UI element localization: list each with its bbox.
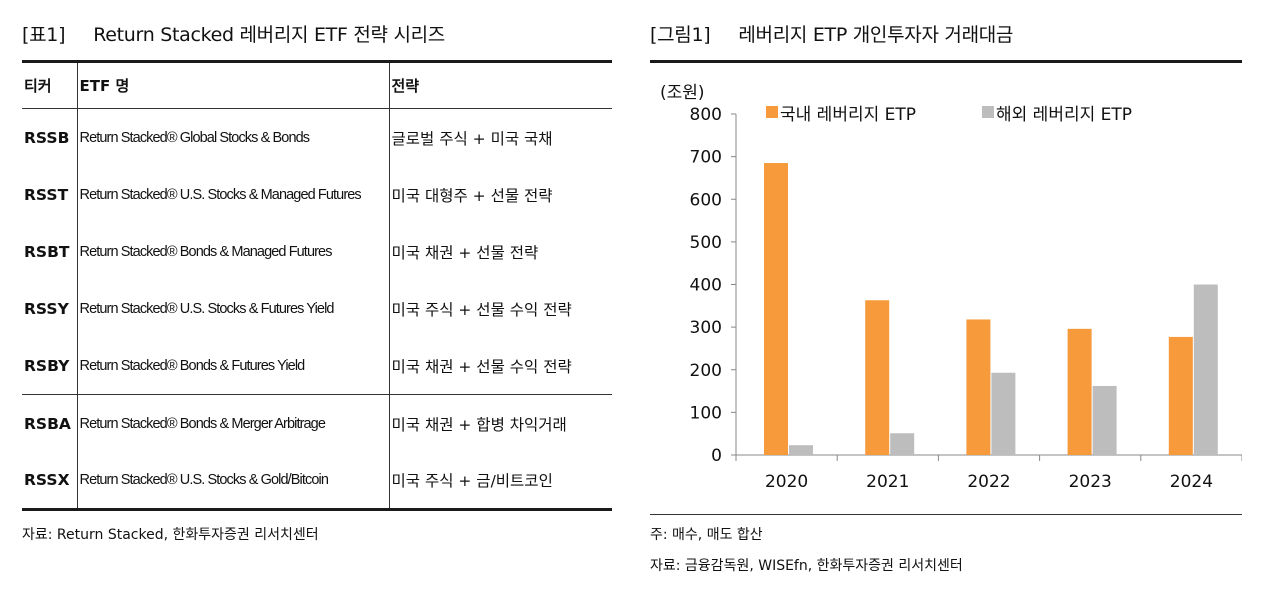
strategy-cell: 글로벌 주식 + 미국 국채	[388, 108, 612, 166]
figure-title: [그림1] 레버리지 ETP 개인투자자 거래대금	[650, 20, 1013, 47]
y-tick-label: 100	[690, 403, 722, 423]
etf-name-cell: Return Stacked® Bonds & Futures Yield	[76, 337, 389, 395]
etf-name-cell: Return Stacked® Bonds & Merger Arbitrage	[76, 394, 389, 452]
y-tick-label: 200	[690, 361, 722, 381]
table-title: [표1] Return Stacked 레버리지 ETF 전략 시리즈	[22, 20, 445, 47]
bar-domestic	[865, 300, 890, 455]
y-axis-unit-label: (조원)	[660, 83, 705, 103]
ticker-cell: RSSX	[22, 452, 77, 511]
bar-overseas	[789, 445, 813, 455]
etf-name-cell: Return Stacked® U.S. Stocks & Gold/Bitco…	[76, 452, 389, 511]
ticker-cell: RSSB	[24, 128, 70, 147]
legend-swatch	[766, 106, 778, 118]
strategy-cell: 미국 채권 + 합병 차익거래	[388, 394, 612, 452]
bar-domestic	[1168, 336, 1193, 455]
ticker-cell: RSSY	[24, 299, 69, 318]
bar-overseas	[1193, 284, 1218, 455]
y-tick-label: 0	[711, 446, 722, 466]
figure-bottom-rule	[650, 514, 1242, 515]
legend-label: 해외 레버리지 ETP	[996, 105, 1132, 125]
table-row: RSBT Return Stacked® Bonds & Managed Fut…	[22, 223, 612, 280]
header-strategy: 전략	[388, 63, 612, 109]
etf-name-cell: Return Stacked® Bonds & Managed Futures	[76, 223, 389, 280]
etf-name-cell: Return Stacked® U.S. Stocks & Futures Yi…	[76, 280, 389, 337]
y-tick-label: 600	[690, 190, 722, 210]
strategy-cell: 미국 대형주 + 선물 전략	[388, 166, 612, 223]
table-row: RSST Return Stacked® U.S. Stocks & Manag…	[22, 166, 612, 223]
table-header-row: 티커 ETF 명 전략	[22, 63, 612, 109]
table-source: 자료: Return Stacked, 한화투자증권 리서치센터	[22, 527, 319, 543]
bar-domestic	[764, 163, 788, 456]
strategy-cell: 미국 채권 + 선물 전략	[388, 223, 612, 280]
bar-chart: (조원) 0 100 200 300 400 500 600 700 800 2020 2021 202…	[660, 83, 1242, 492]
x-tick-label: 2023	[1069, 472, 1112, 492]
table-row: RSSX Return Stacked® U.S. Stocks & Gold/…	[22, 452, 612, 511]
table-row: RSSY Return Stacked® U.S. Stocks & Futur…	[22, 280, 612, 337]
table-row: RSBA Return Stacked® Bonds & Merger Arbi…	[22, 394, 612, 452]
x-tick-label: 2020	[765, 472, 808, 492]
bar-overseas	[1092, 385, 1117, 455]
legend-swatch	[982, 106, 994, 118]
figure-source: 자료: 금융감독원, WISEfn, 한화투자증권 리서치센터	[650, 558, 963, 574]
legend-label: 국내 레버리지 ETP	[780, 105, 916, 125]
y-tick-label: 500	[690, 233, 722, 253]
figure-tag: [그림1]	[650, 24, 711, 46]
table-row: RSBY Return Stacked® Bonds & Futures Yie…	[22, 337, 612, 395]
bar-overseas	[991, 372, 1016, 455]
y-tick-label: 800	[690, 105, 722, 125]
bar-overseas	[890, 433, 915, 455]
etf-name-cell: Return Stacked® Global Stocks & Bonds	[76, 108, 389, 166]
header-etf-name: ETF 명	[76, 63, 389, 109]
strategy-cell: 미국 주식 + 선물 수익 전략	[388, 280, 612, 337]
table-row: RSSB Return Stacked® Global Stocks & Bon…	[22, 108, 612, 166]
y-tick-label: 400	[690, 276, 722, 296]
table-top-rule	[22, 60, 612, 63]
y-tick-label: 300	[690, 318, 722, 338]
strategy-cell: 미국 채권 + 선물 수익 전략	[388, 337, 612, 395]
figure-top-rule	[650, 60, 1242, 63]
x-tick-label: 2021	[866, 472, 909, 492]
ticker-cell: RSBY	[24, 356, 70, 375]
y-tick-label: 700	[690, 148, 722, 168]
ticker-cell: RSST	[24, 185, 69, 204]
header-ticker: 티커	[22, 63, 77, 109]
figure-title-text: 레버리지 ETP 개인투자자 거래대금	[738, 24, 1014, 46]
ticker-cell: RSBT	[24, 242, 70, 261]
x-tick-label: 2022	[967, 472, 1010, 492]
figure-note: 주: 매수, 매도 합산	[650, 527, 763, 543]
bar-domestic	[1067, 328, 1092, 455]
etf-table: 티커 ETF 명 전략 RSSB Return Stacked® Global …	[22, 63, 612, 511]
strategy-cell: 미국 주식 + 금/비트코인	[388, 452, 612, 511]
table-title-text: Return Stacked 레버리지 ETF 전략 시리즈	[93, 24, 445, 46]
table-tag: [표1]	[22, 24, 66, 46]
bar-domestic	[966, 319, 991, 455]
ticker-cell: RSBA	[22, 394, 77, 452]
etf-name-cell: Return Stacked® U.S. Stocks & Managed Fu…	[76, 166, 389, 223]
x-tick-label: 2024	[1170, 472, 1213, 492]
